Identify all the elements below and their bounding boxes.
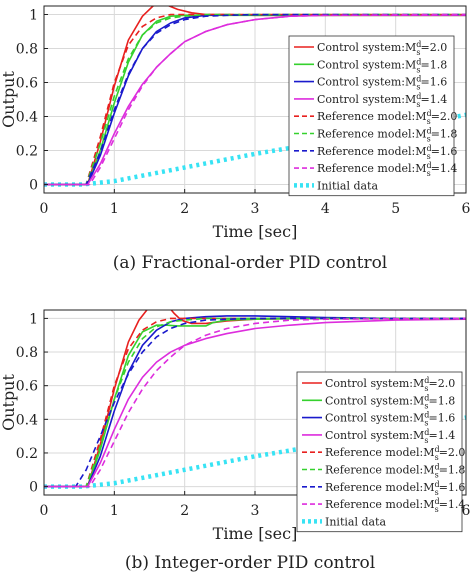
x-tick-label: 1	[110, 201, 119, 217]
series-line	[44, 318, 466, 488]
legend-entry: Reference model:Md s=1.4	[317, 161, 457, 178]
series-line	[44, 13, 466, 186]
y-tick-label: 0.2	[16, 144, 38, 160]
legend-entry: Control system:Md s=1.6	[317, 75, 447, 92]
x-tick-label: 5	[391, 201, 400, 217]
y-tick-label: 0	[29, 178, 38, 194]
legend-entry: Control system:Md s=2.0	[317, 40, 447, 57]
series-group	[44, 310, 466, 489]
legend-entry: Control system:Md s=1.6	[325, 411, 455, 428]
legend-entry: Reference model:Md s=1.4	[325, 497, 465, 514]
x-tick-label: 3	[251, 503, 260, 519]
series-line	[44, 13, 466, 186]
x-axis-label: Time [sec]	[213, 524, 298, 543]
series-line	[44, 315, 466, 488]
legend-entry: Reference model:Md s=1.8	[317, 127, 457, 144]
legend-entry: Reference model:Md s=1.6	[317, 144, 457, 161]
series-line	[44, 317, 466, 488]
figure-caption: (a) Fractional-order PID control	[113, 253, 388, 273]
x-tick-label: 6	[462, 201, 471, 217]
legend-entry: Control system:Md s=1.4	[325, 428, 455, 445]
legend-box	[288, 35, 455, 197]
x-tick-label: 2	[180, 201, 189, 217]
x-tick-label: 1	[110, 503, 119, 519]
legend-entry: Initial data	[325, 515, 386, 528]
x-tick-label: 0	[40, 503, 49, 519]
legend-entry: Reference model:Md s=2.0	[317, 109, 457, 126]
legend-entry: Reference model:Md s=1.6	[325, 480, 465, 497]
y-tick-label: 1	[29, 8, 38, 24]
series-line	[44, 14, 466, 186]
x-tick-label: 0	[40, 201, 49, 217]
legend-entry: Control system:Md s=2.0	[325, 376, 455, 393]
y-axis-label: Output	[0, 374, 18, 431]
x-axis-label: Time [sec]	[213, 222, 298, 241]
x-tick-label: 4	[321, 201, 330, 217]
y-tick-label: 0	[29, 480, 38, 496]
y-tick-label: 0.2	[16, 446, 38, 462]
legend-entry: Reference model:Md s=1.8	[325, 463, 465, 480]
legend-entry: Initial data	[317, 179, 378, 192]
y-tick-label: 0.6	[16, 379, 38, 395]
y-axis-label: Output	[0, 71, 18, 128]
chart-panel-a: 0 1 2 3 4 5 6 0 0.2 0.4 0.6 0.8 1 Time [sec] Output Con…	[0, 5, 471, 273]
figure-caption: (b) Integer-order PID control	[125, 553, 375, 573]
x-tick-label: 2	[180, 503, 189, 519]
x-tick-label: 6	[462, 503, 471, 519]
series-line	[44, 317, 466, 488]
y-tick-label: 0.8	[16, 42, 38, 58]
y-tick-label: 0.4	[16, 110, 38, 126]
legend-entry: Control system:Md s=1.4	[317, 92, 447, 109]
y-tick-label: 0.8	[16, 345, 38, 361]
legend-entry: Reference model:Md s=2.0	[325, 445, 465, 462]
legend-entry: Control system:Md s=1.8	[325, 393, 455, 410]
y-tick-label: 0.4	[16, 412, 38, 428]
series-line	[44, 317, 466, 488]
y-tick-label: 0.6	[16, 76, 38, 92]
legend-entry: Control system:Md s=1.8	[317, 57, 447, 74]
y-tick-label: 1	[29, 311, 38, 327]
x-tick-label: 3	[251, 201, 260, 217]
legend-box	[296, 371, 463, 533]
